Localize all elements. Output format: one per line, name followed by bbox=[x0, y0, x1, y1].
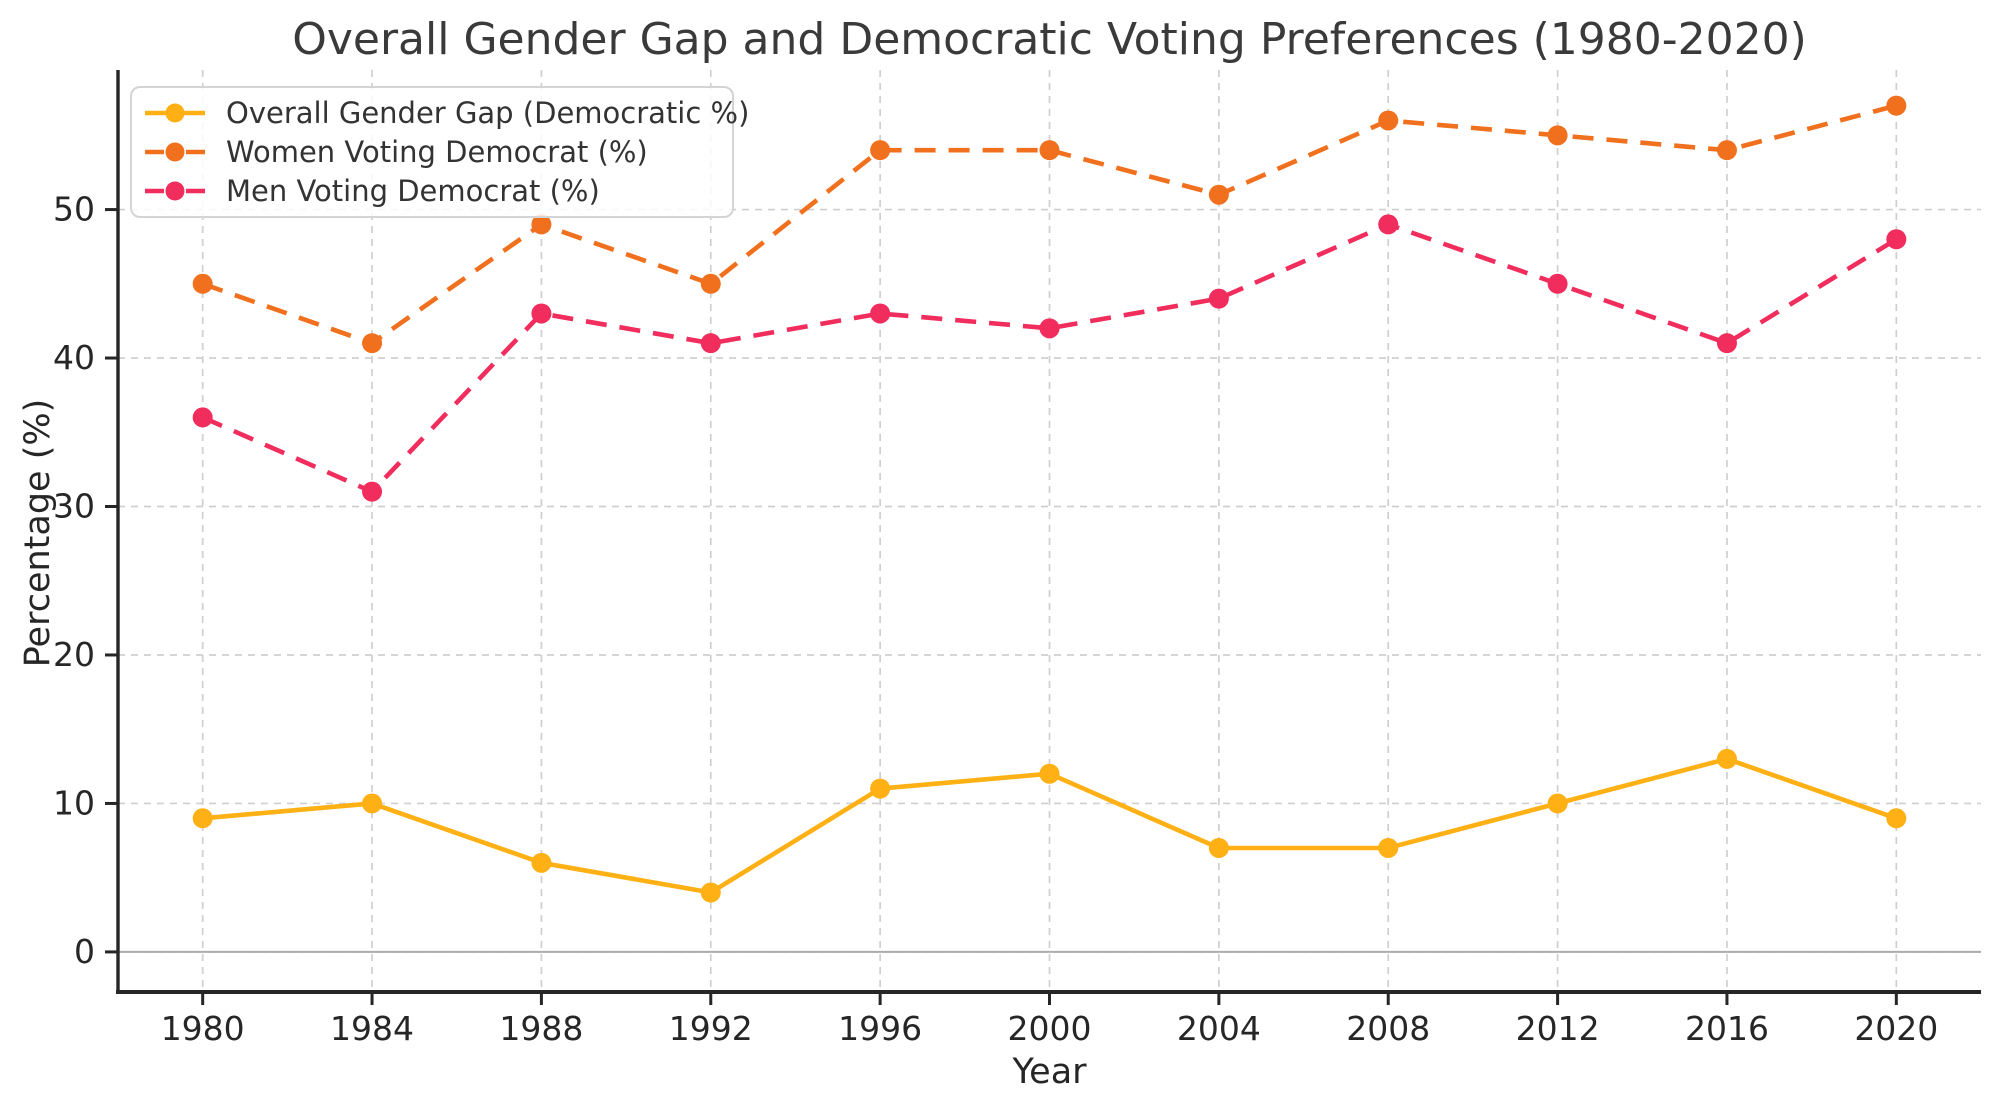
series-marker-2 bbox=[1716, 333, 1737, 354]
series-marker-2 bbox=[870, 303, 891, 324]
legend-line-sample-icon bbox=[145, 103, 205, 123]
series-marker-1 bbox=[1039, 140, 1060, 161]
series-marker-0 bbox=[531, 852, 552, 873]
series-marker-2 bbox=[192, 407, 213, 428]
x-tick-label: 1996 bbox=[838, 1009, 922, 1048]
series-marker-1 bbox=[1886, 95, 1907, 116]
x-tick-label: 2020 bbox=[1854, 1009, 1938, 1048]
series-marker-2 bbox=[1378, 214, 1399, 235]
series-marker-2 bbox=[1208, 288, 1229, 309]
chart-title: Overall Gender Gap and Democratic Voting… bbox=[292, 14, 1807, 65]
legend: Overall Gender Gap (Democratic %) Women V… bbox=[130, 86, 749, 218]
y-tick-label: 40 bbox=[53, 338, 95, 377]
series-marker-1 bbox=[362, 333, 383, 354]
series-marker-0 bbox=[1547, 793, 1568, 814]
series-line-2 bbox=[201, 222, 1898, 494]
series-marker-1 bbox=[700, 273, 721, 294]
legend-entry-2: Men Voting Democrat (%) bbox=[142, 172, 722, 210]
x-tick-label: 2004 bbox=[1177, 1009, 1261, 1048]
series-marker-0 bbox=[192, 808, 213, 829]
series-marker-0 bbox=[362, 793, 383, 814]
y-axis-label: Percentage (%) bbox=[18, 398, 58, 668]
series-marker-1 bbox=[1547, 125, 1568, 146]
y-tick-label: 30 bbox=[53, 487, 95, 526]
series-marker-2 bbox=[700, 333, 721, 354]
x-tick-label: 1992 bbox=[669, 1009, 753, 1048]
series-marker-2 bbox=[1039, 318, 1060, 339]
series-line-1 bbox=[201, 103, 1897, 346]
x-tick-label: 1984 bbox=[330, 1009, 414, 1048]
y-tick-label: 50 bbox=[53, 190, 95, 229]
legend-line-sample-icon bbox=[145, 142, 205, 162]
series-marker-0 bbox=[1039, 763, 1060, 784]
series-marker-1 bbox=[1208, 184, 1229, 205]
series-marker-0 bbox=[870, 778, 891, 799]
series-marker-0 bbox=[700, 882, 721, 903]
series-marker-1 bbox=[1378, 110, 1399, 131]
y-tick-label: 20 bbox=[53, 635, 95, 674]
x-tick-label: 2008 bbox=[1346, 1009, 1430, 1048]
series-marker-2 bbox=[1547, 273, 1568, 294]
series-marker-2 bbox=[531, 303, 552, 324]
series-marker-0 bbox=[1886, 808, 1907, 829]
legend-entry-1: Women Voting Democrat (%) bbox=[142, 133, 722, 171]
y-tick-label: 10 bbox=[53, 783, 95, 822]
series-marker-1 bbox=[192, 273, 213, 294]
y-tick-label: 0 bbox=[74, 932, 95, 971]
x-tick-label: 1980 bbox=[161, 1009, 245, 1048]
series-marker-0 bbox=[1208, 837, 1229, 858]
x-tick-label: 2016 bbox=[1685, 1009, 1769, 1048]
legend-label: Women Voting Democrat (%) bbox=[226, 134, 648, 169]
series-marker-0 bbox=[1716, 748, 1737, 769]
series-marker-1 bbox=[870, 140, 891, 161]
legend-label: Men Voting Democrat (%) bbox=[226, 173, 600, 208]
legend-entry-0: Overall Gender Gap (Democratic %) bbox=[142, 94, 749, 132]
series-marker-1 bbox=[1716, 140, 1737, 161]
x-tick-label: 2012 bbox=[1516, 1009, 1600, 1048]
legend-label: Overall Gender Gap (Democratic %) bbox=[226, 96, 750, 131]
series-marker-2 bbox=[362, 481, 383, 502]
x-tick-label: 2000 bbox=[1008, 1009, 1092, 1048]
x-axis-label: Year bbox=[1012, 1052, 1087, 1092]
x-tick-label: 1988 bbox=[499, 1009, 583, 1048]
series-marker-0 bbox=[1378, 837, 1399, 858]
series-marker-1 bbox=[531, 214, 552, 235]
legend-line-sample-icon bbox=[145, 181, 205, 201]
series-marker-2 bbox=[1886, 229, 1907, 250]
